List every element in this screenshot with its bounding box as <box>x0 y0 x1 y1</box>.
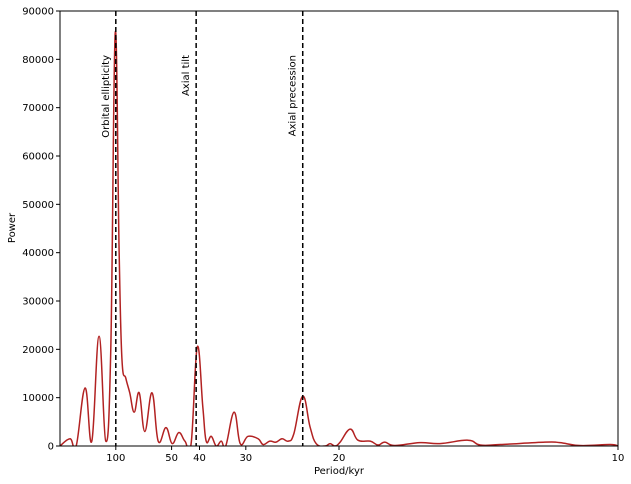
y-tick-label: 60000 <box>22 152 54 163</box>
y-tick-label: 70000 <box>22 103 54 114</box>
y-tick-label: 10000 <box>22 393 54 404</box>
y-axis-label: Power <box>7 212 18 243</box>
y-tick-label: 50000 <box>22 200 54 211</box>
y-tick-label: 80000 <box>22 55 54 66</box>
y-tick-label: 0 <box>48 442 54 453</box>
x-tick-label: 100 <box>106 453 125 464</box>
y-tick-label: 20000 <box>22 345 54 356</box>
x-tick-label: 30 <box>239 453 252 464</box>
x-tick-label: 10 <box>612 453 625 464</box>
y-tick-label: 40000 <box>22 248 54 259</box>
plot-frame <box>59 10 619 447</box>
reference-label: Orbital ellipticity <box>101 55 112 138</box>
series-line <box>60 30 618 446</box>
x-tick-label: 50 <box>165 453 178 464</box>
y-tick-label: 30000 <box>22 297 54 308</box>
x-axis-label: Period/kyr <box>314 466 365 477</box>
reference-label: Axial tilt <box>181 55 192 96</box>
x-tick-label: 40 <box>193 453 206 464</box>
reference-label: Axial precession <box>288 55 299 136</box>
x-tick-label: 20 <box>333 453 346 464</box>
y-tick-label: 90000 <box>22 7 54 18</box>
